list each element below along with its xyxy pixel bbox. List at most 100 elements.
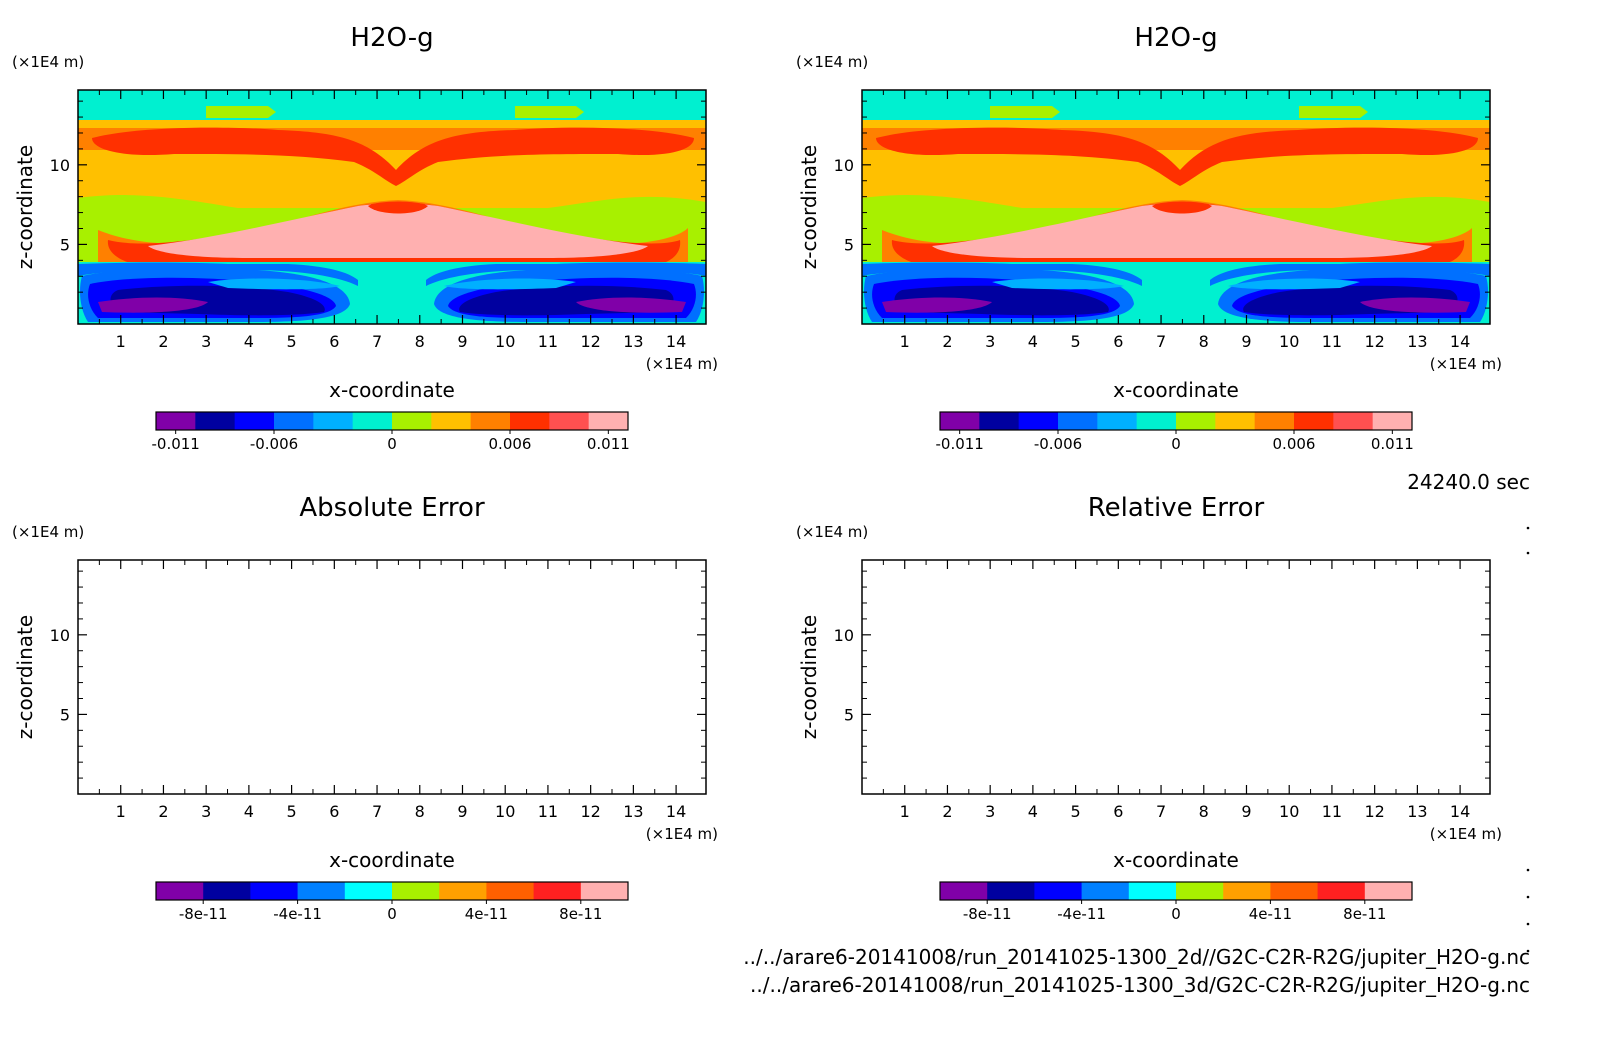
x-tick-label: 9 <box>1241 802 1251 821</box>
chart-panel-2: H2O-g(×1E4 m)1 2 3 4 5 6 7 8 9 10 11 12 13 14510(×1E4… <box>796 23 1502 453</box>
colorbar-swatch <box>156 882 204 900</box>
x-tick-label: 3 <box>201 332 211 351</box>
colorbar-swatch <box>1081 882 1130 900</box>
x-axis-label: x-coordinate <box>1113 848 1239 872</box>
colorbar: -0.011 -0.006 0 0.006 0.011 <box>151 411 630 453</box>
x-tick-label: 5 <box>287 802 297 821</box>
colorbar-swatch <box>588 412 629 430</box>
colorbar-tick-label: 4e-11 <box>465 905 508 923</box>
x-tick-label: 7 <box>372 802 382 821</box>
colorbar-tick-label: 0 <box>1171 435 1181 453</box>
x-tick-label: 2 <box>942 332 952 351</box>
colorbar-tick-label: -0.011 <box>935 435 983 453</box>
x-tick-label: 4 <box>244 332 254 351</box>
edge-dot <box>1526 922 1530 926</box>
colorbar-tick-label: -8e-11 <box>963 905 1012 923</box>
colorbar-swatch <box>1034 882 1083 900</box>
colorbar-swatch <box>1176 882 1224 900</box>
colorbar-swatch <box>1333 412 1374 430</box>
colorbar-swatch <box>486 882 535 900</box>
colorbar-swatch <box>1317 882 1366 900</box>
colorbar-tick-label: -0.006 <box>1034 435 1082 453</box>
colorbar-tick-label: 0.006 <box>489 435 532 453</box>
x-tick-label: 4 <box>1028 332 1038 351</box>
colorbar-tick-label: -4e-11 <box>273 905 322 923</box>
colorbar-tick-label: 0.011 <box>587 435 630 453</box>
colorbar-swatch <box>1097 412 1138 430</box>
x-tick-label: 10 <box>495 802 515 821</box>
colorbar-tick-label: 4e-11 <box>1249 905 1292 923</box>
colorbar: -8e-11 -4e-11 0 4e-11 8e-11 <box>939 881 1413 923</box>
colorbar-swatch <box>1058 412 1098 430</box>
x-tick-label: 8 <box>1199 802 1209 821</box>
x-tick-label: 6 <box>1113 802 1123 821</box>
colorbar-swatch <box>549 412 590 430</box>
colorbar-swatch <box>1128 882 1177 900</box>
x-tick-label: 5 <box>1071 332 1081 351</box>
x-tick-label: 5 <box>287 332 297 351</box>
x-tick-label: 1 <box>900 332 910 351</box>
colorbar-tick-label: 0 <box>387 905 397 923</box>
plot-frame <box>77 559 707 795</box>
chart-panel-4: Relative Error(×1E4 m)1 2 3 4 5 6 7 8 9 10 11 12 13 1… <box>796 493 1502 923</box>
x-tick-label: 8 <box>1199 332 1209 351</box>
colorbar-tick-label: -8e-11 <box>179 905 228 923</box>
edge-dot <box>1526 949 1530 953</box>
colorbar: -8e-11 -4e-11 0 4e-11 8e-11 <box>155 881 629 923</box>
colorbar-swatch <box>1223 882 1271 900</box>
contour-field <box>862 90 1490 324</box>
x-tick-label: 4 <box>244 802 254 821</box>
x-tick-label: 2 <box>942 802 952 821</box>
x-tick-label: 13 <box>623 332 643 351</box>
colorbar-tick-label: 0 <box>1171 905 1181 923</box>
x-tick-label: 5 <box>1071 802 1081 821</box>
x-tick-label: 3 <box>985 802 995 821</box>
colorbar-swatch <box>470 412 511 430</box>
colorbar-swatch <box>1176 412 1216 430</box>
x-tick-label: 6 <box>329 802 339 821</box>
chart-title: H2O-g <box>350 23 433 53</box>
edge-dot <box>1526 526 1530 530</box>
colorbar-swatch <box>979 412 1020 430</box>
colorbar-swatch <box>1136 412 1177 430</box>
colorbar-swatch <box>431 412 472 430</box>
edge-dot <box>1526 895 1530 899</box>
colorbar-swatch <box>297 882 346 900</box>
y-unit-label: (×1E4 m) <box>796 523 868 541</box>
colorbar-swatch <box>940 882 988 900</box>
x-unit-label: (×1E4 m) <box>646 825 718 843</box>
x-tick-label: 6 <box>1113 332 1123 351</box>
y-tick-label: 10 <box>50 626 70 645</box>
colorbar-tick-label: -0.011 <box>151 435 199 453</box>
y-tick-label: 5 <box>60 705 70 724</box>
x-unit-label: (×1E4 m) <box>1430 825 1502 843</box>
chart-title: Absolute Error <box>299 493 485 523</box>
colorbar-swatch <box>274 412 314 430</box>
colorbar-tick-label: 8e-11 <box>559 905 602 923</box>
edge-dot <box>1526 551 1530 555</box>
colorbar-swatch <box>580 882 629 900</box>
y-axis-label: z-coordinate <box>797 145 821 269</box>
x-axis-label: x-coordinate <box>329 848 455 872</box>
y-tick-label: 5 <box>844 705 854 724</box>
colorbar-swatch <box>439 882 487 900</box>
x-tick-label: 9 <box>457 802 467 821</box>
x-tick-label: 12 <box>1364 802 1384 821</box>
x-tick-label: 14 <box>1450 332 1470 351</box>
y-axis-label: z-coordinate <box>797 615 821 739</box>
x-tick-label: 12 <box>580 802 600 821</box>
colorbar-swatch <box>1215 412 1256 430</box>
y-tick-label: 5 <box>60 235 70 254</box>
x-tick-label: 1 <box>116 332 126 351</box>
colorbar-swatch <box>392 882 440 900</box>
x-tick-label: 12 <box>580 332 600 351</box>
x-axis-label: x-coordinate <box>329 378 455 402</box>
x-tick-label: 9 <box>1241 332 1251 351</box>
x-tick-label: 13 <box>1407 332 1427 351</box>
x-unit-label: (×1E4 m) <box>1430 355 1502 373</box>
colorbar-swatch <box>392 412 432 430</box>
x-tick-label: 7 <box>1156 332 1166 351</box>
x-tick-label: 7 <box>372 332 382 351</box>
x-tick-label: 7 <box>1156 802 1166 821</box>
